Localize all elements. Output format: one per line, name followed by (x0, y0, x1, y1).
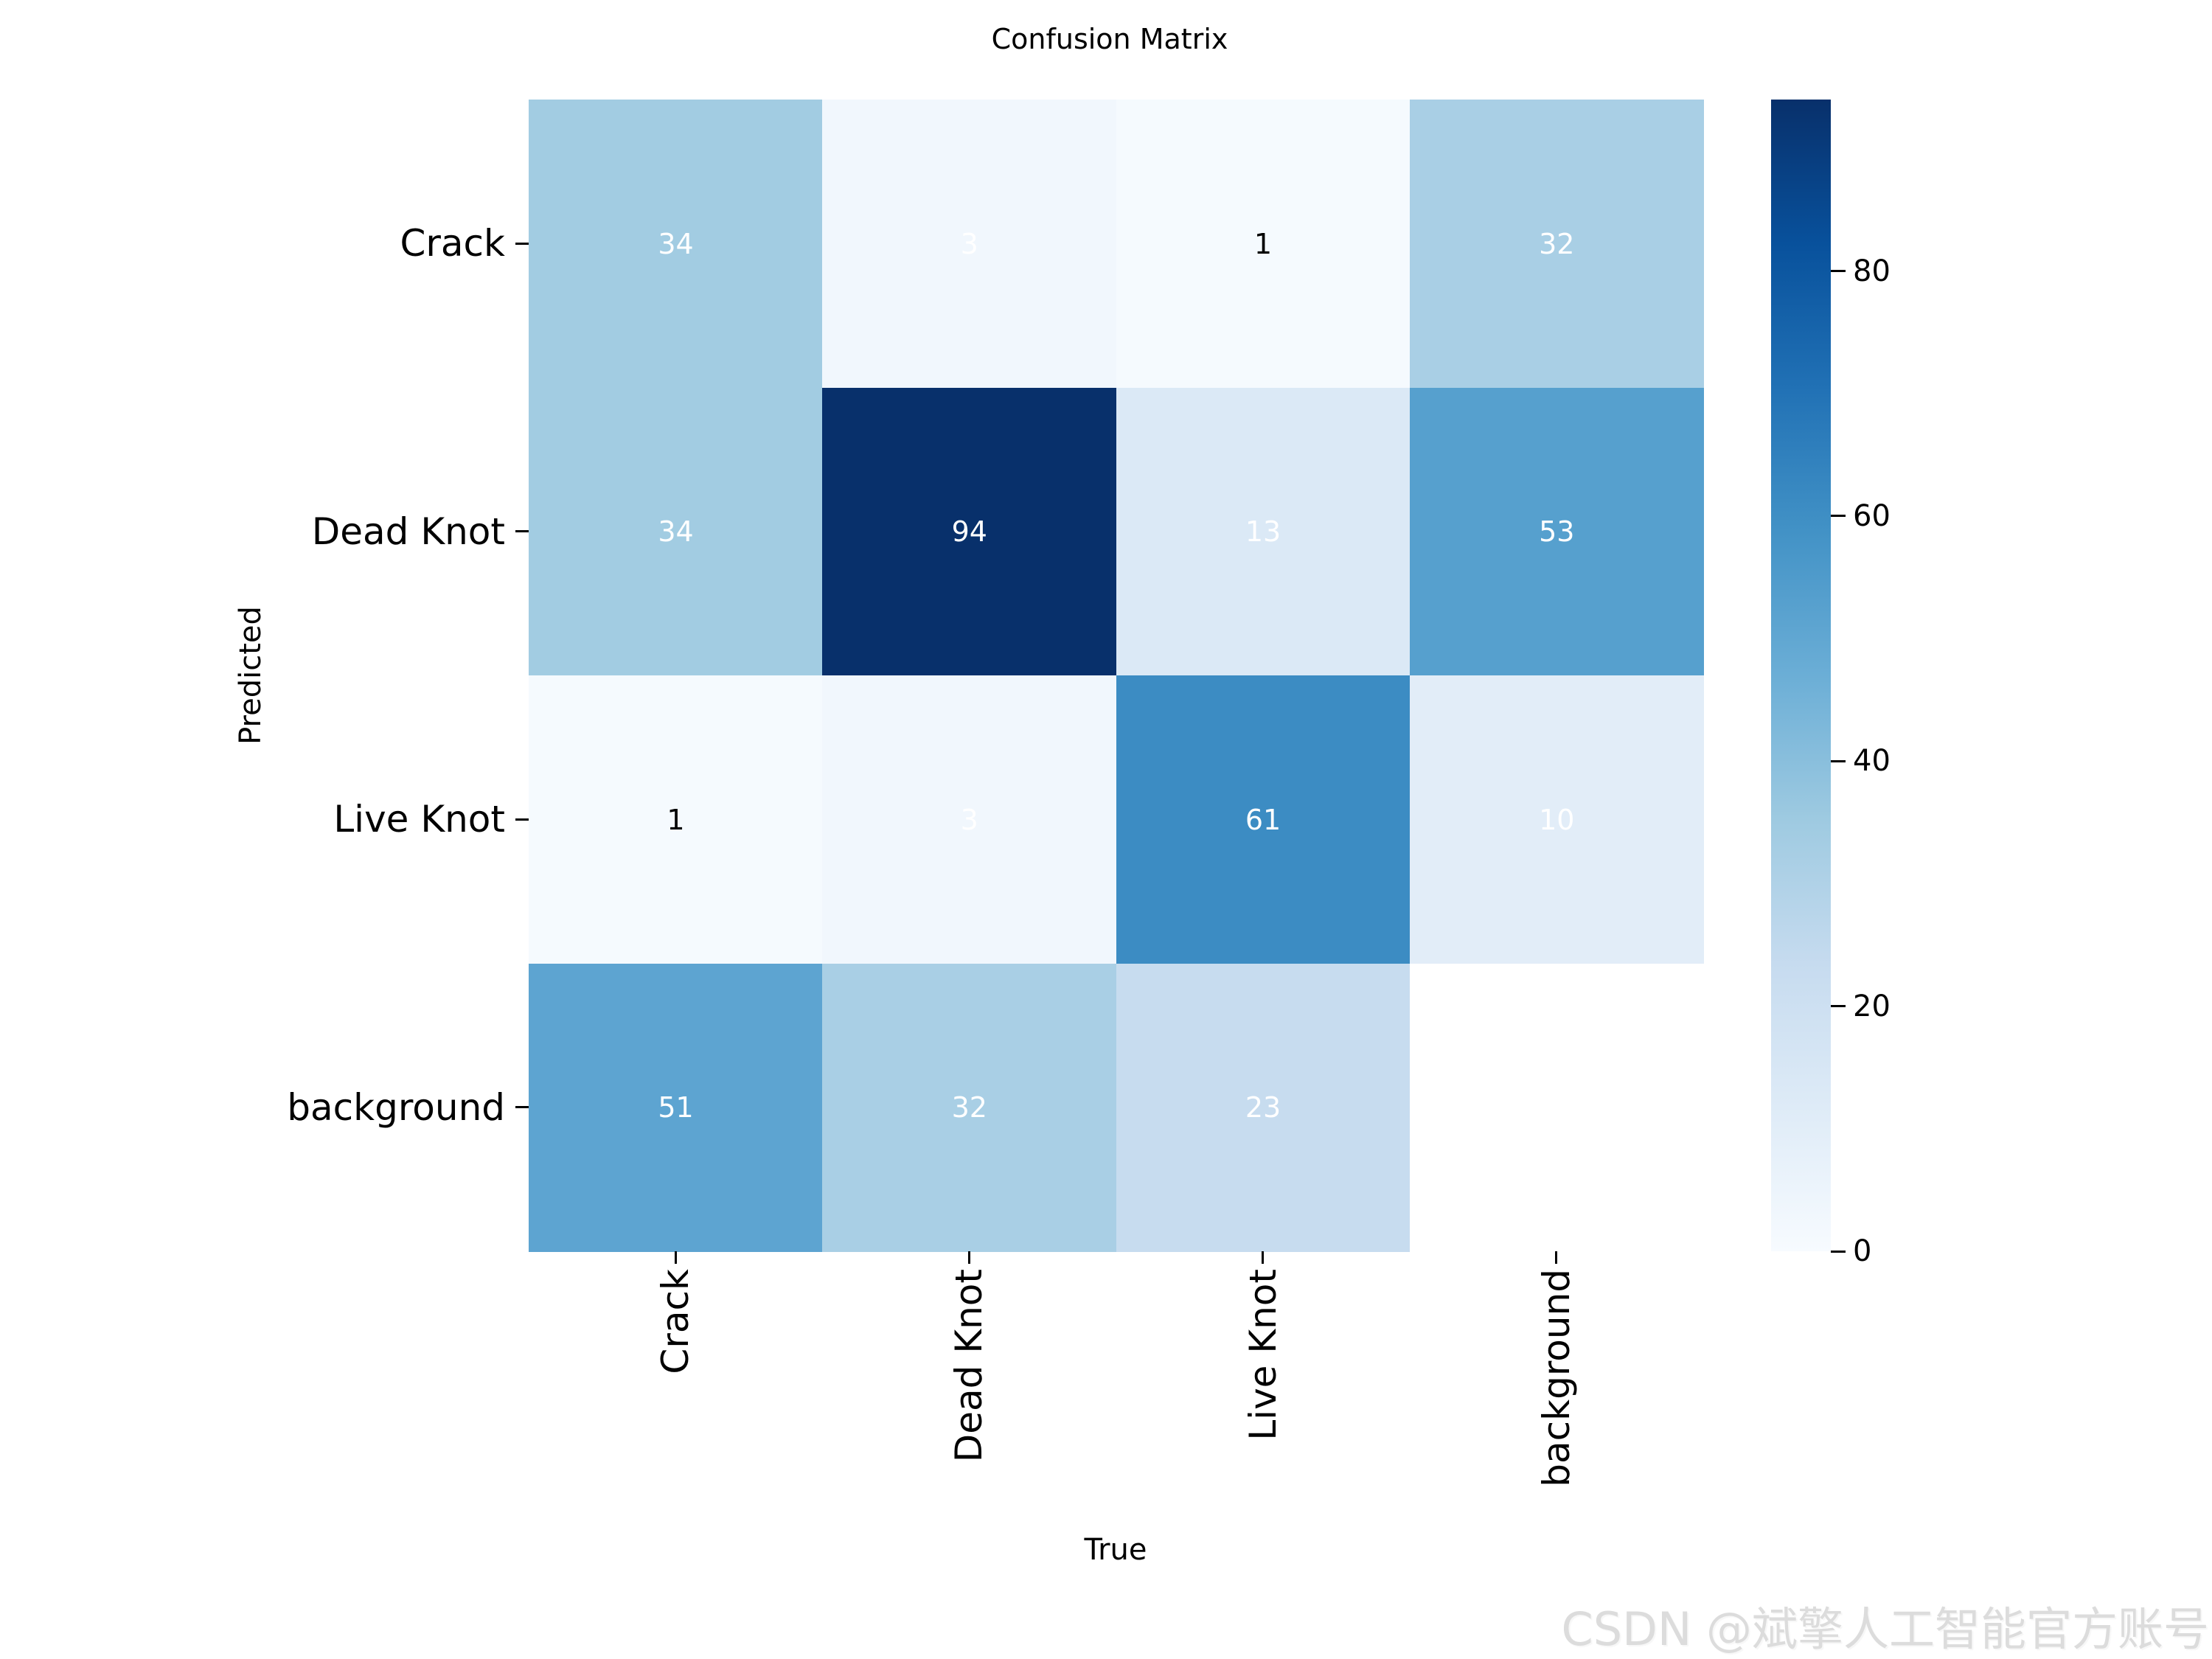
heatmap-cell: 3 (822, 675, 1117, 964)
heatmap-cell: 34 (529, 387, 823, 676)
cell-annotation: 61 (1245, 803, 1281, 836)
cell-annotation: 34 (658, 227, 694, 260)
y-tick-mark (515, 1106, 529, 1109)
cell-annotation: 32 (951, 1091, 987, 1124)
heatmap-cell: 1 (1116, 100, 1411, 388)
y-tick-mark (515, 242, 529, 245)
colorbar-tick-mark (1831, 515, 1846, 518)
cell-annotation: 94 (951, 515, 987, 548)
x-tick-label: Crack (654, 1269, 698, 1374)
colorbar-tick-label: 20 (1853, 989, 1891, 1023)
heatmap-cell: 51 (529, 963, 823, 1252)
x-tick-label: Live Knot (1241, 1269, 1284, 1441)
x-tick-label: background (1534, 1269, 1578, 1487)
heatmap-cell: 53 (1409, 387, 1704, 676)
cell-annotation: 3 (960, 227, 978, 260)
cell-annotation: 23 (1245, 1091, 1281, 1124)
colorbar-tick-label: 60 (1853, 498, 1891, 533)
x-tick-mark (1555, 1251, 1558, 1264)
colorbar-tick-mark (1831, 1005, 1846, 1008)
heatmap-cell: 61 (1116, 675, 1411, 964)
cell-annotation: 51 (658, 1091, 694, 1124)
cell-annotation: 53 (1539, 515, 1575, 548)
heatmap-cell: 34 (529, 100, 823, 388)
cell-annotation: 1 (667, 803, 685, 836)
colorbar-gradient (1771, 100, 1831, 1251)
y-tick-label: Dead Knot (311, 509, 505, 553)
heatmap-cell: 23 (1116, 963, 1411, 1252)
colorbar-tick-mark (1831, 1250, 1846, 1253)
y-tick-label: background (287, 1085, 505, 1129)
x-axis-title: True (1084, 1533, 1147, 1567)
x-tick-mark (967, 1251, 970, 1264)
colorbar-tick-label: 80 (1853, 254, 1891, 288)
x-tick-label: Dead Knot (947, 1269, 991, 1463)
cell-annotation: 3 (960, 803, 978, 836)
y-axis-title: Predicted (234, 606, 268, 745)
x-tick-mark (674, 1251, 677, 1264)
x-tick-mark (1262, 1251, 1265, 1264)
y-tick-mark (515, 818, 529, 821)
y-tick-label: Live Knot (333, 798, 505, 841)
y-tick-label: Crack (400, 222, 505, 265)
heatmap-cell: 3 (822, 100, 1117, 388)
chart-title: Confusion Matrix (991, 23, 1228, 55)
colorbar-tick-label: 40 (1853, 744, 1891, 779)
watermark: CSDN @斌擎人工智能官方账号 (1561, 1602, 2209, 1656)
heatmap-cell (1409, 963, 1704, 1252)
colorbar-tick-label: 0 (1853, 1234, 1872, 1268)
cell-annotation: 10 (1539, 803, 1575, 836)
heatmap-cell: 1 (529, 675, 823, 964)
heatmap-cell: 13 (1116, 387, 1411, 676)
heatmap-cell: 10 (1409, 675, 1704, 964)
y-tick-mark (515, 530, 529, 533)
colorbar-tick-mark (1831, 759, 1846, 762)
colorbar-tick-mark (1831, 270, 1846, 273)
cell-annotation: 32 (1539, 227, 1575, 260)
heatmap-cell: 32 (1409, 100, 1704, 388)
heatmap-cell: 94 (822, 387, 1117, 676)
cell-annotation: 1 (1253, 227, 1273, 260)
cell-annotation: 34 (658, 515, 694, 548)
cell-annotation: 13 (1245, 515, 1281, 548)
heatmap-cell: 32 (822, 963, 1117, 1252)
